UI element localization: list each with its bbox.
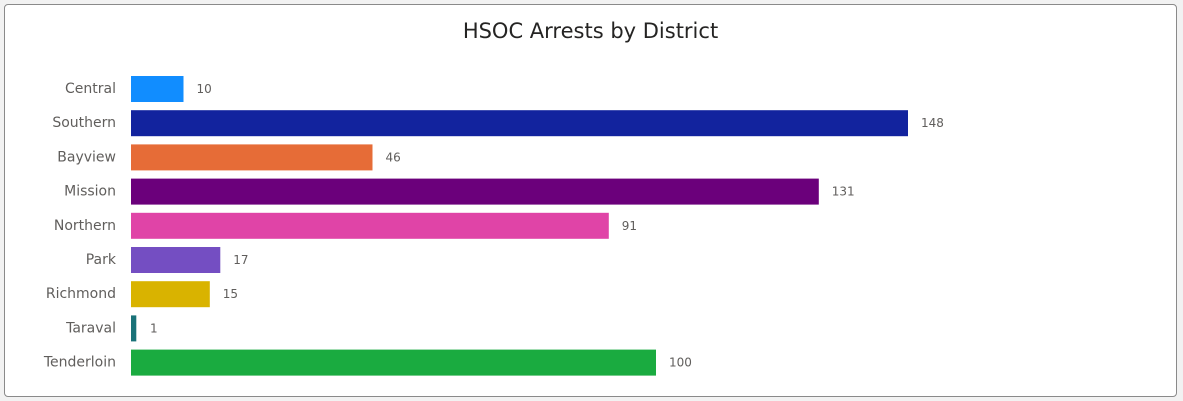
chart-title: HSOC Arrests by District [462, 19, 719, 43]
bar-central[interactable] [131, 76, 184, 102]
category-label-taraval: Taraval [65, 320, 116, 336]
value-label-richmond: 15 [223, 287, 238, 301]
value-label-southern: 148 [921, 116, 944, 130]
value-label-northern: 91 [622, 219, 637, 233]
bar-chart: Central 10 Southern 148 Bayview 46 Mission 131 N… [43, 76, 944, 376]
category-label-tenderloin: Tenderloin [43, 355, 116, 371]
value-label-taraval: 1 [150, 321, 158, 335]
category-label-richmond: Richmond [46, 286, 116, 302]
bar-southern[interactable] [131, 110, 908, 137]
bar-mission[interactable] [131, 178, 819, 205]
bar-park[interactable] [131, 247, 221, 273]
bar-bayview[interactable] [131, 144, 373, 171]
value-label-central: 10 [197, 82, 212, 96]
value-label-park: 17 [233, 253, 248, 267]
value-label-tenderloin: 100 [669, 356, 692, 370]
bar-northern[interactable] [131, 212, 609, 239]
bar-tenderloin[interactable] [131, 349, 656, 376]
category-label-park: Park [86, 252, 117, 268]
category-label-bayview: Bayview [57, 149, 116, 165]
chart-card: HSOC Arrests by District Central 10 Southe… [4, 4, 1177, 397]
bar-taraval[interactable] [131, 315, 137, 342]
category-label-northern: Northern [54, 218, 116, 234]
category-label-central: Central [65, 81, 116, 97]
bar-richmond[interactable] [131, 281, 210, 308]
category-label-southern: Southern [52, 115, 116, 131]
value-label-mission: 131 [832, 185, 855, 199]
value-label-bayview: 46 [386, 150, 401, 164]
category-label-mission: Mission [64, 184, 116, 200]
